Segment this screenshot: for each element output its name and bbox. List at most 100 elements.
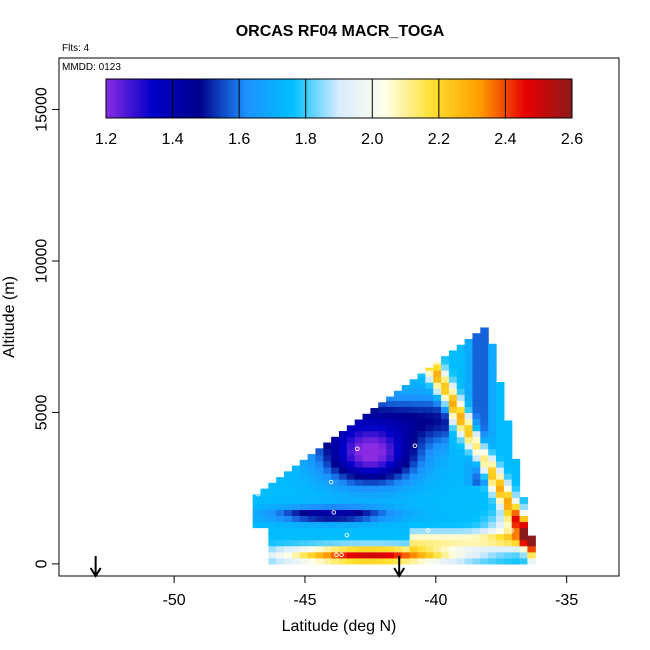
heatmap-cell bbox=[448, 485, 458, 492]
heatmap-cell bbox=[448, 479, 458, 486]
heatmap-cell bbox=[480, 545, 489, 553]
heatmap-cell bbox=[488, 382, 497, 389]
heatmap-cell bbox=[417, 436, 426, 444]
down-arrow-icon bbox=[89, 556, 102, 578]
heatmap-cell bbox=[386, 539, 395, 547]
heatmap-cell bbox=[480, 551, 489, 559]
heatmap-cell bbox=[433, 388, 442, 395]
observation-point bbox=[255, 491, 261, 497]
heatmap-cell bbox=[417, 503, 426, 510]
heatmap-cell bbox=[276, 503, 285, 510]
heatmap-cell bbox=[339, 497, 348, 504]
heatmap-cell bbox=[417, 454, 426, 462]
heatmap-cell bbox=[433, 497, 442, 504]
heatmap-cell bbox=[260, 488, 269, 492]
heatmap-cell bbox=[393, 545, 403, 553]
heatmap-cell bbox=[480, 442, 489, 450]
heatmap-cell bbox=[393, 394, 403, 401]
heatmap-cell bbox=[284, 551, 293, 559]
heatmap-cell bbox=[448, 388, 458, 395]
heatmap-cell bbox=[393, 430, 403, 438]
heatmap-cell bbox=[409, 521, 419, 529]
heatmap-cell bbox=[378, 509, 387, 517]
heatmap-cell bbox=[386, 509, 395, 517]
heatmap-cell bbox=[488, 521, 497, 529]
heatmap-cell bbox=[456, 370, 466, 377]
heatmap-cell bbox=[425, 491, 434, 498]
heatmap-cell bbox=[527, 545, 536, 553]
heatmap-cell bbox=[268, 551, 277, 559]
heatmap-cell bbox=[456, 400, 466, 407]
heatmap-cell bbox=[362, 442, 371, 450]
heatmap-cell bbox=[417, 448, 426, 456]
heatmap-cell bbox=[488, 557, 497, 565]
heatmap-cell bbox=[268, 533, 277, 541]
heatmap-cell bbox=[503, 533, 513, 541]
heatmap-cell bbox=[488, 460, 497, 468]
heatmap-cell bbox=[464, 509, 474, 517]
heatmap-cell bbox=[315, 473, 324, 480]
heatmap-cell bbox=[378, 436, 387, 444]
heatmap-cell bbox=[511, 473, 521, 480]
heatmap-cell bbox=[362, 473, 371, 480]
heatmap-cell bbox=[393, 466, 403, 474]
heatmap-cell bbox=[448, 515, 458, 523]
heatmap-cell bbox=[323, 466, 332, 474]
heatmap-cell bbox=[448, 509, 458, 517]
heatmap-cell bbox=[378, 402, 387, 407]
heatmap-cell bbox=[488, 442, 497, 450]
heatmap-cell bbox=[488, 394, 497, 401]
heatmap-cell bbox=[260, 515, 269, 523]
heatmap-cell bbox=[315, 466, 324, 474]
heatmap-cell bbox=[464, 448, 474, 456]
heatmap-cell bbox=[378, 418, 387, 426]
heatmap-cell bbox=[472, 539, 481, 547]
heatmap-cell bbox=[433, 406, 442, 414]
heatmap-cell bbox=[441, 551, 450, 559]
heatmap-cell bbox=[362, 539, 371, 547]
heatmap-cell bbox=[417, 394, 426, 401]
heatmap-cell bbox=[401, 497, 411, 504]
heatmap-cell bbox=[472, 382, 481, 389]
heatmap-cell bbox=[433, 454, 442, 462]
heatmap-cell bbox=[386, 436, 395, 444]
heatmap-cell bbox=[393, 473, 403, 480]
heatmap-cell bbox=[433, 436, 442, 444]
heatmap-cell bbox=[433, 400, 442, 407]
heatmap-cell bbox=[331, 485, 340, 492]
heatmap-cell bbox=[260, 509, 269, 517]
heatmap-cell bbox=[433, 394, 442, 401]
heatmap-cell bbox=[472, 388, 481, 395]
heatmap-cell bbox=[386, 533, 395, 541]
heatmap-cell bbox=[409, 515, 419, 523]
heatmap-cell bbox=[488, 527, 497, 535]
heatmap-cell bbox=[488, 533, 497, 541]
heatmap-cell bbox=[362, 424, 371, 432]
heatmap-cell bbox=[464, 545, 474, 553]
heatmap-cell bbox=[386, 557, 395, 565]
heatmap-cell bbox=[393, 424, 403, 432]
heatmap-cell bbox=[354, 419, 364, 426]
heatmap-cell bbox=[378, 527, 387, 535]
observation-point bbox=[425, 528, 431, 533]
heatmap-cell bbox=[393, 406, 403, 414]
heatmap-cell bbox=[307, 497, 317, 504]
heatmap-cell bbox=[393, 491, 403, 498]
heatmap-cell bbox=[284, 497, 293, 504]
heatmap-cell bbox=[339, 527, 348, 535]
heatmap-cell bbox=[425, 557, 434, 565]
heatmap-cell bbox=[503, 448, 513, 456]
heatmap-cell bbox=[496, 491, 505, 498]
heatmap-cell bbox=[456, 473, 466, 480]
heatmap-cell bbox=[511, 515, 521, 523]
heatmap-cell bbox=[480, 327, 489, 329]
heatmap-cell bbox=[519, 545, 529, 553]
heatmap-cell bbox=[378, 466, 387, 474]
heatmap-cell bbox=[464, 521, 474, 529]
heatmap-cell bbox=[378, 521, 387, 529]
heatmap-cell bbox=[456, 485, 466, 492]
heatmap-cell bbox=[503, 545, 513, 553]
heatmap-cell bbox=[496, 400, 505, 407]
heatmap-cell bbox=[472, 515, 481, 523]
heatmap-cell bbox=[456, 466, 466, 474]
